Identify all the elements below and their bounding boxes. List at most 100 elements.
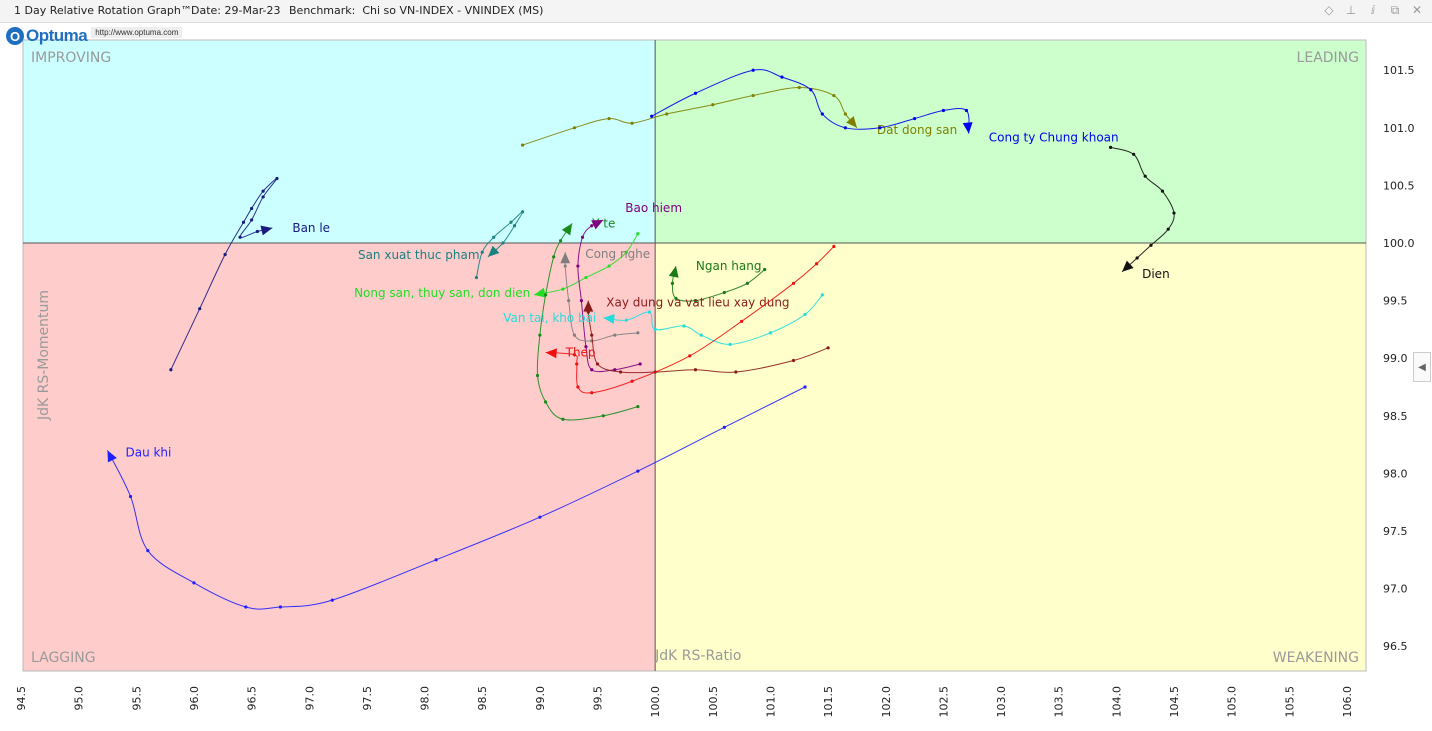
series-7: Ngan hang [668, 259, 767, 303]
series-point [941, 108, 946, 113]
series-point [1143, 174, 1147, 178]
series-point [843, 112, 847, 116]
series-point [630, 121, 634, 125]
series-point [674, 296, 678, 300]
x-tick-label: 101.0 [764, 686, 777, 718]
x-tick-label: 102.5 [937, 686, 950, 718]
series-point [912, 116, 917, 121]
series-point [820, 293, 824, 297]
series-point [740, 319, 744, 323]
series-point [520, 143, 525, 147]
x-tick-label: 105.0 [1226, 686, 1239, 718]
series-point [244, 605, 248, 609]
series-point [624, 318, 628, 322]
series-point [745, 281, 749, 285]
optuma-logo-name: Optuma [26, 26, 88, 45]
series-trail [533, 233, 639, 296]
series-arrowhead [561, 223, 573, 236]
series-arrowhead [668, 266, 679, 278]
series-point [791, 358, 796, 363]
series-point [832, 244, 836, 249]
quadrant-improving [23, 40, 656, 243]
series-point [688, 354, 692, 358]
series-point [552, 255, 556, 259]
diamond-icon[interactable]: ◇ [1324, 3, 1334, 17]
x-tick-label: 96.0 [188, 686, 201, 711]
series-point [492, 235, 496, 239]
x-tick-label: 94.5 [15, 686, 28, 711]
series-point [538, 515, 542, 519]
plot-border [22, 39, 1367, 672]
close-icon[interactable]: ✕ [1411, 3, 1423, 17]
series-point [198, 307, 202, 311]
series-arrowhead [560, 252, 571, 264]
series-arrowhead [534, 287, 546, 298]
window-title: 1 Day Relative Rotation Graph™ [14, 4, 192, 17]
series-point [1108, 145, 1113, 149]
series-point [751, 93, 755, 98]
pin-icon[interactable]: ⊥ [1345, 3, 1357, 17]
series-point [584, 345, 588, 349]
series-point [618, 370, 623, 374]
x-tick-label: 100.5 [707, 686, 720, 718]
x-tick-label: 102.0 [880, 686, 893, 718]
series-point [693, 91, 698, 95]
series-point [820, 112, 824, 116]
series-11: Dat dong san [520, 85, 957, 147]
series-label: Cong ty Chung khoan [989, 131, 1119, 145]
series-point [722, 290, 726, 295]
series-point [575, 362, 579, 366]
x-tick-label: 96.5 [246, 686, 259, 711]
x-tick-label: 99.0 [534, 686, 547, 711]
series-point [261, 195, 265, 199]
quadrant-label-weakening: WEAKENING [1273, 650, 1359, 666]
y-tick-label: 101.0 [1383, 122, 1415, 135]
series-point [728, 342, 732, 346]
series-arrowhead [545, 348, 557, 359]
y-tick-label: 100.5 [1383, 179, 1415, 192]
optuma-url[interactable]: http://www.optuma.com [91, 26, 183, 38]
restore-icon[interactable]: ⧉ [1390, 3, 1400, 17]
series-point [255, 229, 259, 234]
series-point [146, 548, 150, 553]
series-arrowhead [107, 450, 117, 463]
series-point [590, 224, 594, 228]
series-trail [587, 300, 829, 374]
y-tick-label: 100.0 [1383, 237, 1415, 250]
series-trail [536, 223, 638, 421]
benchmark-label: Benchmark: Chi so VN-INDEX - VNINDEX (MS… [289, 4, 544, 17]
series-point [559, 239, 563, 243]
series-point [630, 379, 634, 383]
series-point [734, 370, 738, 374]
series-point [474, 275, 479, 280]
series-point [1172, 211, 1176, 215]
x-tick-label: 104.5 [1168, 686, 1181, 718]
series-point [590, 368, 594, 372]
quadrant-lagging [23, 243, 656, 671]
series-label: Dau khi [125, 445, 171, 459]
series-point [809, 88, 813, 92]
series-point [512, 224, 517, 228]
series-point [561, 417, 565, 421]
series-point [636, 232, 640, 236]
x-axis-title: JdK RS-Ratio [654, 648, 741, 664]
series-point [520, 210, 525, 214]
series-point [563, 264, 567, 268]
quadrant-label-improving: IMPROVING [31, 50, 111, 66]
series-point [780, 75, 784, 79]
x-tick-label: 106.0 [1341, 686, 1354, 718]
series-point [567, 299, 571, 303]
info-icon[interactable]: ⅈ [1370, 3, 1376, 17]
series-point [278, 605, 283, 609]
series-arrowhead [962, 122, 973, 134]
series-point [826, 346, 830, 350]
side-panel-handle[interactable]: ◀ [1413, 352, 1431, 382]
series-point [250, 218, 254, 222]
series-point [538, 333, 542, 337]
series-2: San xuat thuc pham [358, 210, 525, 280]
series-point [584, 275, 588, 280]
series-point [803, 312, 807, 317]
x-tick-label: 104.0 [1110, 686, 1123, 718]
series-point [1160, 189, 1165, 193]
